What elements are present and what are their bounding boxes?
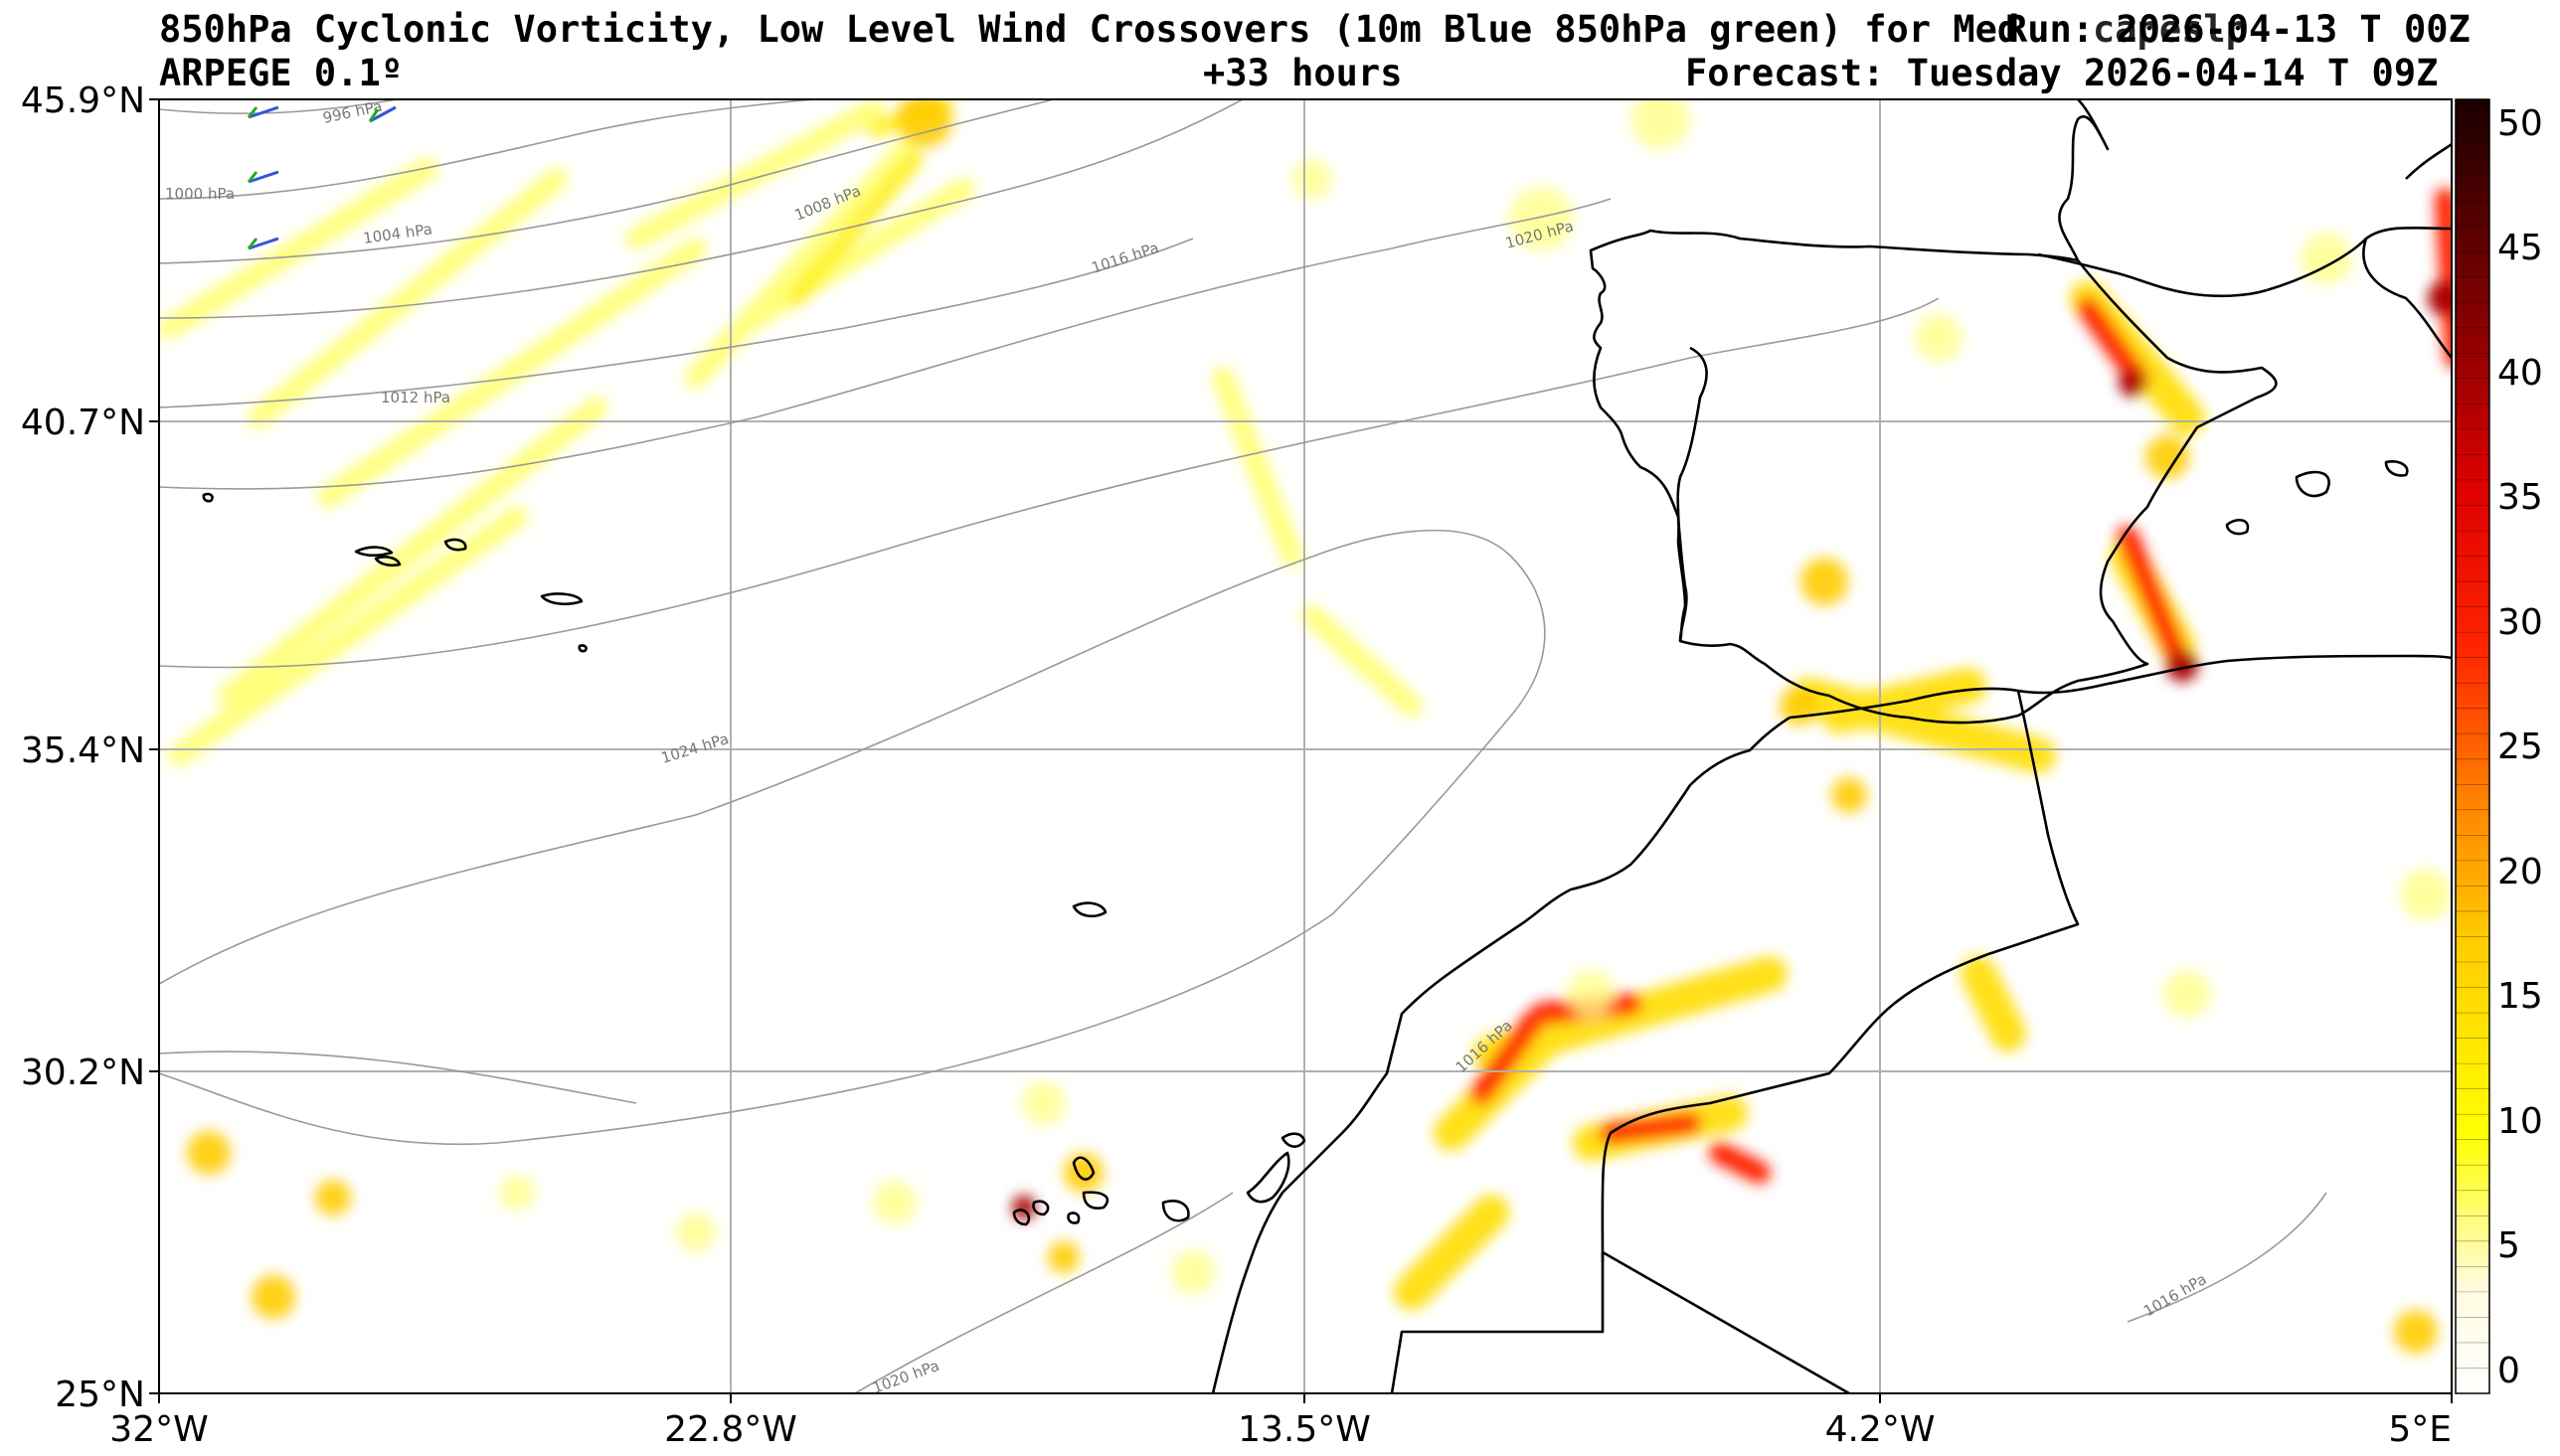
forecast-time-label: Forecast: Tuesday 2026-04-14 T 09Z	[1685, 52, 2439, 94]
colorbar-tick-label: 45	[2497, 228, 2543, 268]
lat-tick-label: 40.7°N	[21, 403, 145, 443]
colorbar-tick-label: 15	[2497, 976, 2543, 1017]
colorbar-tick-label: 0	[2497, 1351, 2520, 1391]
lat-tick-label: 25°N	[55, 1375, 145, 1415]
longitude-axis: 32°W 22.8°W 13.5°W 4.2°W 5°E	[109, 1393, 2453, 1450]
isobar-label: 1000 hPa	[165, 185, 235, 203]
chart-title-right: Run: 2026-04-13 T 00Z	[2005, 8, 2471, 51]
colorbar-tick-label: 25	[2497, 727, 2543, 767]
lat-tick-label: 30.2°N	[21, 1052, 145, 1093]
lat-tick-label: 45.9°N	[21, 81, 145, 121]
colorbar-gradient	[2455, 98, 2490, 1394]
lon-tick-label: 32°W	[109, 1409, 208, 1450]
lon-tick-label: 5°E	[2388, 1409, 2452, 1450]
colorbar-ticks: 0 5 10 15 20 25 30 35 40 45 50	[2497, 103, 2543, 1391]
isobar-label: 1012 hPa	[381, 389, 450, 406]
latitude-axis: 45.9°N 40.7°N 35.4°N 30.2°N 25°N	[21, 81, 159, 1415]
coastlines	[202, 99, 2452, 1393]
isobars	[159, 99, 2327, 1393]
lon-tick-label: 13.5°W	[1238, 1409, 1371, 1450]
colorbar-tick-label: 40	[2497, 353, 2543, 394]
lon-tick-label: 22.8°W	[664, 1409, 797, 1450]
colorbar-tick-label: 20	[2497, 852, 2543, 892]
wind-crossover-markers	[247, 105, 397, 250]
colorbar: 0 5 10 15 20 25 30 35 40 45 50	[2455, 98, 2543, 1394]
lon-tick-label: 4.2°W	[1825, 1409, 1936, 1450]
colorbar-tick-label: 50	[2497, 103, 2543, 144]
chart-title-overlap: capeslp	[2093, 8, 2248, 51]
colorbar-tick-label: 35	[2497, 477, 2543, 518]
graticule	[159, 99, 2452, 1393]
lead-time-label: +33 hours	[1203, 52, 1403, 94]
colorbar-tick-label: 10	[2497, 1101, 2543, 1142]
colorbar-tick-label: 30	[2497, 602, 2543, 643]
chart-title-left: 850hPa Cyclonic Vorticity, Low Level Win…	[159, 8, 2020, 51]
lat-tick-label: 35.4°N	[21, 730, 145, 771]
colorbar-tick-label: 5	[2497, 1225, 2520, 1266]
vorticity-field	[159, 99, 2452, 1354]
model-label: ARPEGE 0.1º	[159, 52, 404, 94]
